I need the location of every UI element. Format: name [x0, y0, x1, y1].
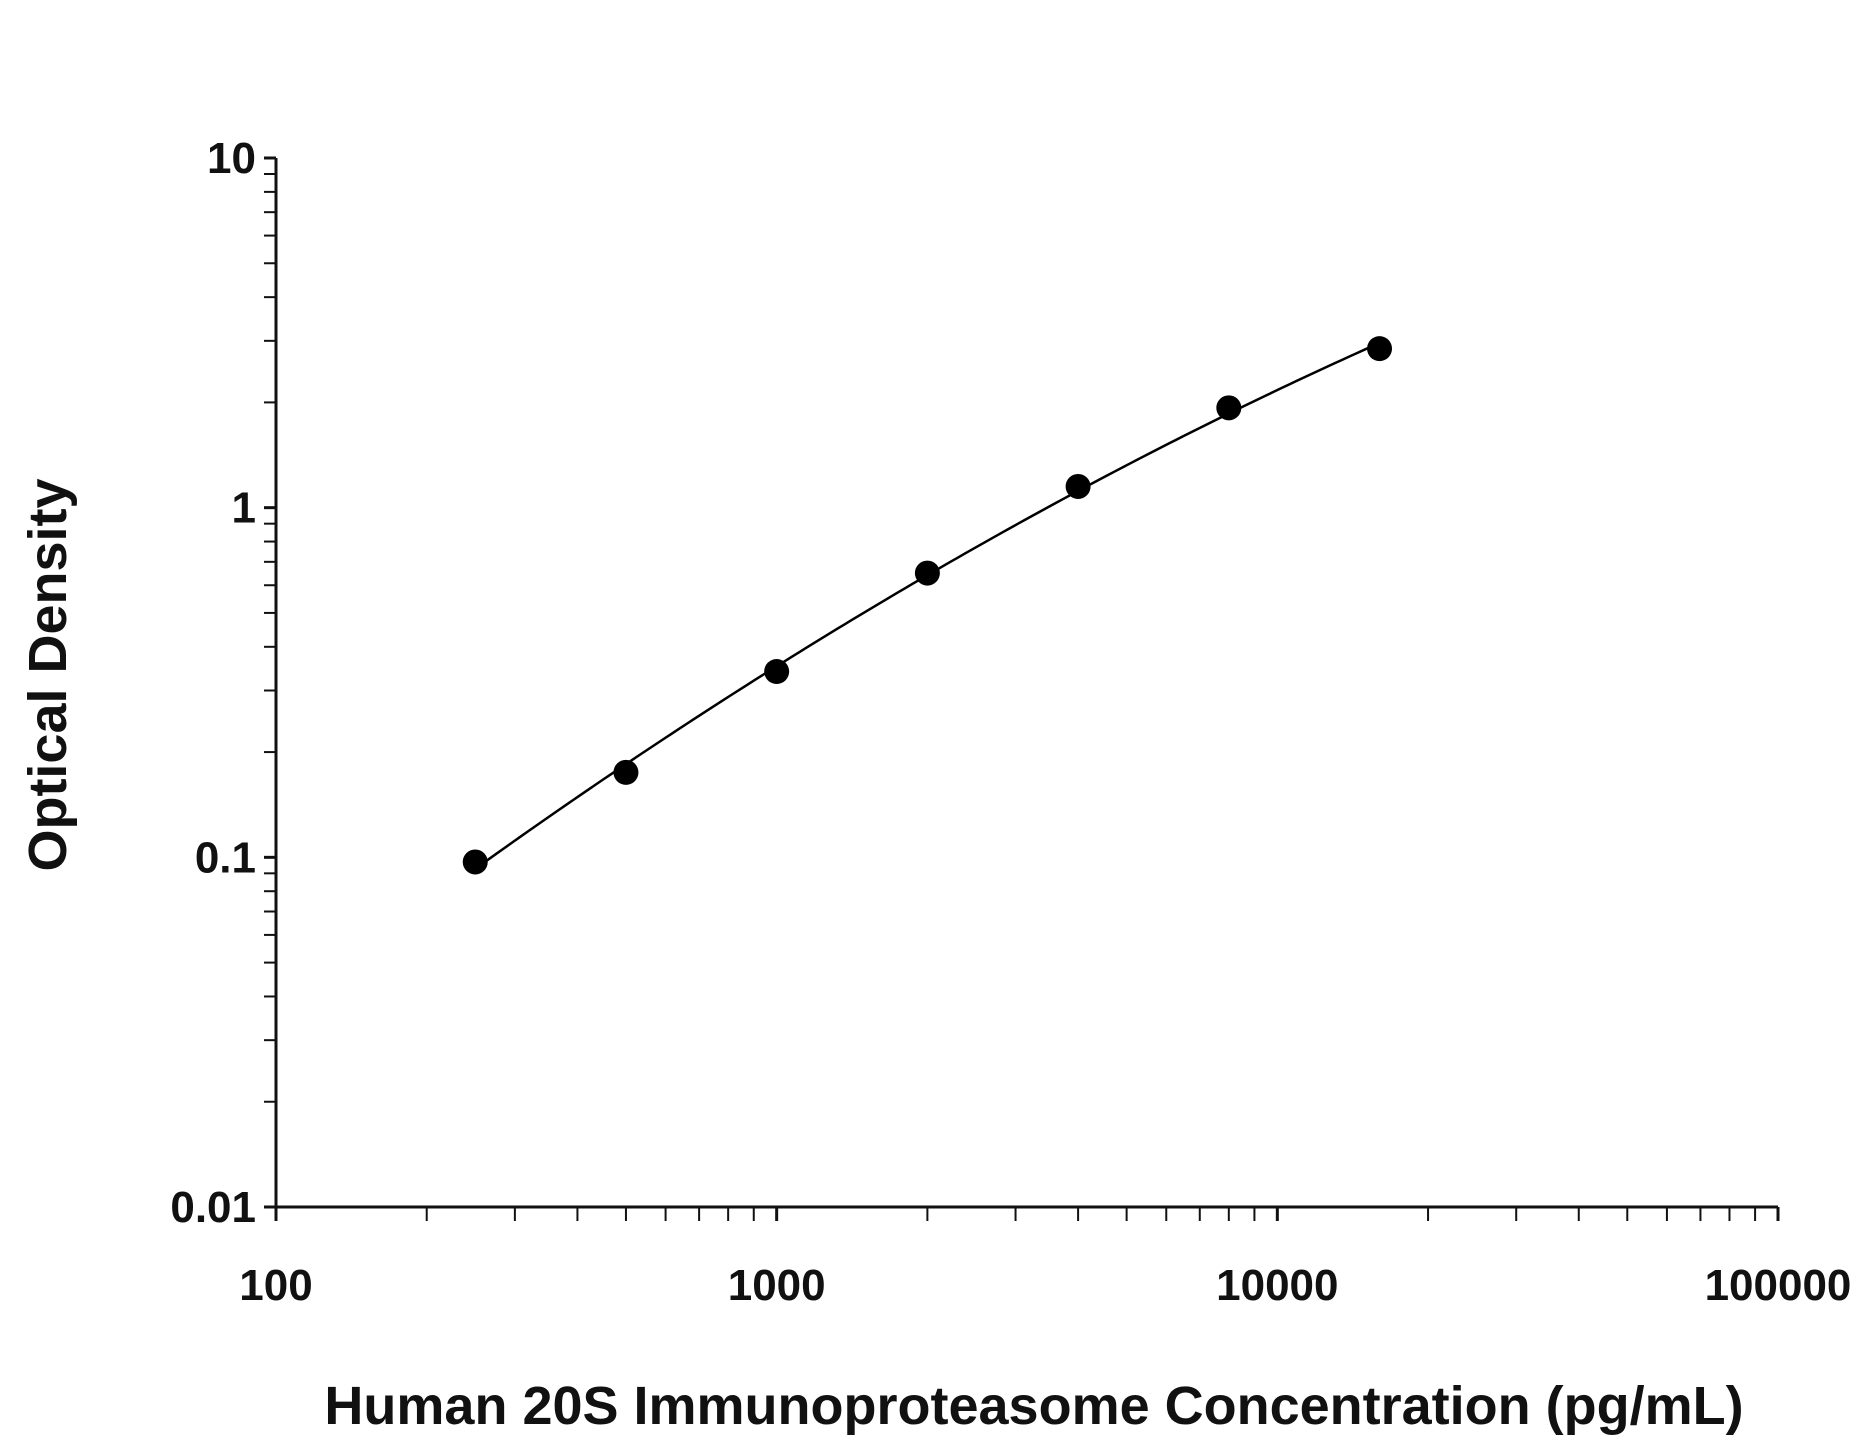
data-point	[613, 759, 639, 785]
data-point	[764, 658, 790, 684]
data-point	[1367, 336, 1393, 362]
x-tick-label: 1000	[728, 1261, 826, 1310]
y-axis-title: Optical Density	[18, 478, 78, 871]
data-point	[1216, 395, 1242, 421]
data-points	[462, 336, 1393, 875]
x-tick-label: 100000	[1705, 1261, 1852, 1310]
fit-curve-layer	[474, 341, 1381, 870]
y-tick-label: 10	[207, 134, 256, 183]
axes	[274, 158, 1778, 1209]
data-point	[914, 560, 940, 586]
x-tick-label: 100	[239, 1261, 312, 1310]
data-point	[462, 849, 488, 875]
axis-ticks: 0.01 0.1 1 10 100 1000 10000 100000	[170, 134, 1851, 1310]
x-axis-title: Human 20S Immunoproteasome Concentration…	[324, 1376, 1743, 1436]
x-tick-label: 10000	[1216, 1261, 1338, 1310]
data-point	[1065, 473, 1091, 499]
y-tick-label: 0.01	[170, 1183, 256, 1232]
fit-curve	[474, 341, 1381, 870]
y-tick-label: 0.1	[195, 833, 256, 882]
y-tick-label: 1	[232, 484, 256, 533]
